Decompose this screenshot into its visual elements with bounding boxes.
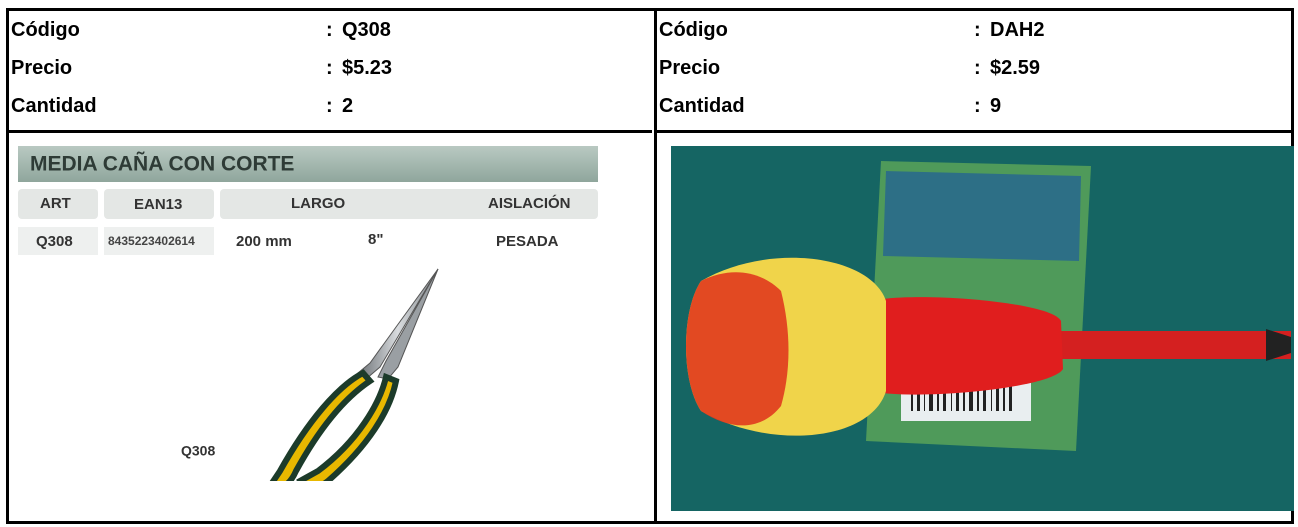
title-bar [18, 146, 598, 182]
field-row: Precio: $5.23 [9, 49, 652, 87]
header: LARGO [291, 195, 345, 212]
field-row: Cantidad:2 [9, 87, 652, 125]
field-value: $5.23 [342, 57, 393, 79]
field-value: 2 [342, 95, 354, 117]
cell-text: 8" [368, 231, 383, 248]
product-card: Código: Q308 Precio: $5.23 Cantidad:2 MEDI… [9, 11, 652, 521]
field-label: Código [659, 19, 728, 41]
header: ART [40, 195, 71, 212]
header: AISLACIÓN [488, 194, 571, 212]
header-cell [104, 189, 214, 219]
cell [104, 227, 214, 255]
product-card: Código: DAH2 Precio: $2.59 Cantidad:9 [654, 11, 1294, 521]
product-sheet: Código: Q308 Precio: $5.23 Cantidad:2 MEDI… [6, 8, 1294, 524]
field-label: Precio [11, 57, 73, 79]
field-label: Código [11, 19, 80, 41]
separator: : [974, 19, 981, 41]
cell-text: 8435223402614 [108, 234, 195, 248]
fields: Código: DAH2 Precio: $2.59 Cantidad:9 [657, 11, 1294, 133]
field-row: Código: DAH2 [657, 11, 1294, 49]
catalog-image: MEDIA CAÑA CON CORTE ART EAN13 LARGO AIS… [18, 146, 598, 481]
cell-text: Q308 [36, 233, 73, 250]
header-cell [220, 189, 598, 219]
pliers [269, 268, 439, 481]
field-row: Precio: $2.59 [657, 49, 1294, 87]
cell [18, 227, 98, 255]
field-value: DAH2 [990, 19, 1045, 41]
separator: : [326, 95, 333, 117]
separator: : [326, 19, 333, 41]
field-label: Cantidad [659, 95, 745, 117]
fields: Código: Q308 Precio: $5.23 Cantidad:2 [9, 11, 652, 133]
separator: : [326, 57, 333, 79]
separator: : [974, 57, 981, 79]
header: EAN13 [134, 196, 182, 213]
caption: Q308 [181, 443, 215, 459]
field-value: $2.59 [990, 57, 1041, 79]
catalog-title: MEDIA CAÑA CON CORTE [30, 153, 294, 176]
field-row: Código: Q308 [9, 11, 652, 49]
cell-text: PESADA [496, 233, 559, 250]
cell-text: 200 mm [236, 233, 292, 250]
field-label: Cantidad [11, 95, 97, 117]
field-value: 9 [990, 95, 1002, 117]
field-value: Q308 [342, 19, 391, 41]
product-photo [671, 146, 1294, 511]
header-cell [18, 189, 98, 219]
field-label: Precio [659, 57, 721, 79]
field-row: Cantidad:9 [657, 87, 1294, 125]
separator: : [974, 95, 981, 117]
